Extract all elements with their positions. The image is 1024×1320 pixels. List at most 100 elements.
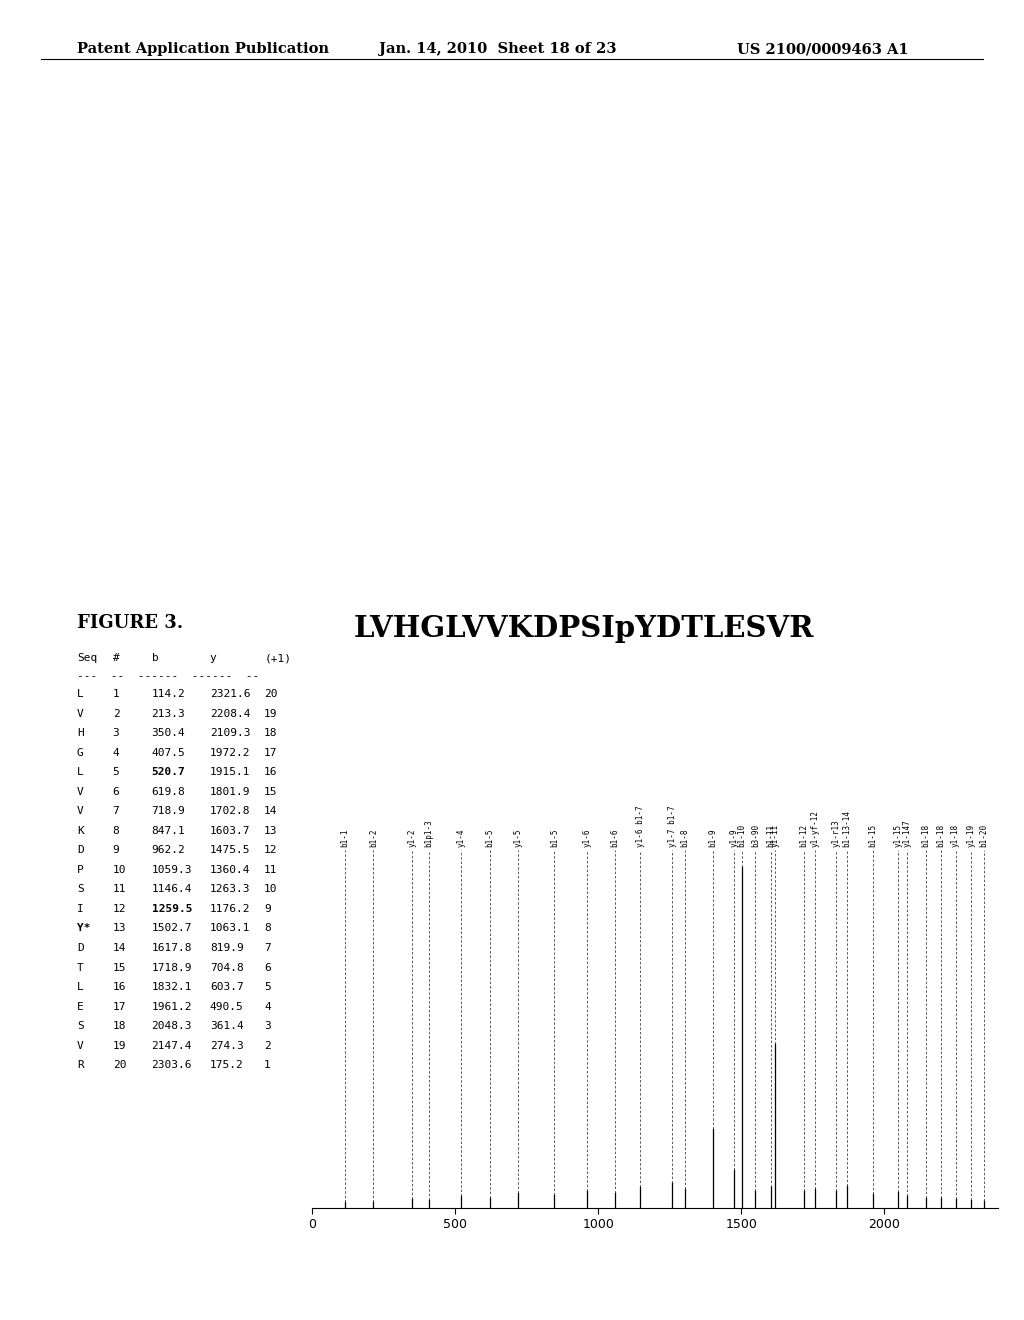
Text: I: I	[77, 904, 84, 913]
Text: 7: 7	[264, 942, 271, 953]
Text: b1-5: b1-5	[485, 828, 494, 846]
Text: 6: 6	[264, 962, 271, 973]
Text: 619.8: 619.8	[152, 787, 185, 797]
Text: b: b	[152, 653, 159, 664]
Text: 1603.7: 1603.7	[210, 826, 251, 836]
Text: b3-90: b3-90	[751, 824, 760, 846]
Text: 490.5: 490.5	[210, 1002, 244, 1011]
Text: 847.1: 847.1	[152, 826, 185, 836]
Text: 11: 11	[264, 865, 278, 875]
Text: 9: 9	[113, 845, 120, 855]
Text: L: L	[77, 982, 84, 993]
Text: 10: 10	[113, 865, 126, 875]
Text: FIGURE 3.: FIGURE 3.	[77, 614, 183, 632]
Text: 17: 17	[264, 747, 278, 758]
Text: 18: 18	[113, 1022, 126, 1031]
Text: H: H	[77, 729, 84, 738]
Text: V: V	[77, 709, 84, 718]
Text: 213.3: 213.3	[152, 709, 185, 718]
Text: 4: 4	[113, 747, 120, 758]
Text: y1-9: y1-9	[730, 828, 738, 846]
Text: E: E	[77, 1002, 84, 1011]
Text: 1702.8: 1702.8	[210, 807, 251, 816]
Text: 4: 4	[264, 1002, 271, 1011]
Text: 2109.3: 2109.3	[210, 729, 251, 738]
Text: 11: 11	[113, 884, 126, 895]
Text: 17: 17	[113, 1002, 126, 1011]
Text: (+1): (+1)	[264, 653, 291, 664]
Text: 1: 1	[113, 689, 120, 700]
Text: 2208.4: 2208.4	[210, 709, 251, 718]
Text: 15: 15	[113, 962, 126, 973]
Text: b1-1: b1-1	[340, 828, 349, 846]
Text: b1-18: b1-18	[937, 824, 946, 846]
Text: 18: 18	[264, 729, 278, 738]
Text: b1-13-14: b1-13-14	[843, 809, 851, 846]
Text: 14: 14	[264, 807, 278, 816]
Text: 3: 3	[113, 729, 120, 738]
Text: b1-10: b1-10	[737, 824, 746, 846]
Text: 819.9: 819.9	[210, 942, 244, 953]
Text: b1-12: b1-12	[799, 824, 808, 846]
Text: 1801.9: 1801.9	[210, 787, 251, 797]
Text: y1-6 b1-7: y1-6 b1-7	[636, 805, 644, 846]
Text: 13: 13	[264, 826, 278, 836]
Text: 274.3: 274.3	[210, 1040, 244, 1051]
Text: y1-7 b1-7: y1-7 b1-7	[668, 805, 677, 846]
Text: US 2100/0009463 A1: US 2100/0009463 A1	[737, 42, 909, 57]
Text: 1718.9: 1718.9	[152, 962, 193, 973]
Text: 1502.7: 1502.7	[152, 924, 193, 933]
Text: b1-15: b1-15	[868, 824, 878, 846]
Text: 704.8: 704.8	[210, 962, 244, 973]
Text: Jan. 14, 2010  Sheet 18 of 23: Jan. 14, 2010 Sheet 18 of 23	[379, 42, 616, 57]
Text: 1063.1: 1063.1	[210, 924, 251, 933]
Text: b1p1-3: b1p1-3	[424, 818, 433, 846]
Text: y1-2: y1-2	[408, 828, 417, 846]
Text: 1832.1: 1832.1	[152, 982, 193, 993]
Text: 1360.4: 1360.4	[210, 865, 251, 875]
Text: 2303.6: 2303.6	[152, 1060, 193, 1071]
Text: 175.2: 175.2	[210, 1060, 244, 1071]
Text: P: P	[77, 865, 84, 875]
Text: 14: 14	[113, 942, 126, 953]
Text: V: V	[77, 1040, 84, 1051]
Text: 603.7: 603.7	[210, 982, 244, 993]
Text: L: L	[77, 689, 84, 700]
Text: 718.9: 718.9	[152, 807, 185, 816]
Text: y: y	[210, 653, 217, 664]
Text: V: V	[77, 787, 84, 797]
Text: G: G	[77, 747, 84, 758]
Text: T: T	[77, 962, 84, 973]
Text: y1-6: y1-6	[583, 828, 592, 846]
Text: 10: 10	[264, 884, 278, 895]
Text: b1-5: b1-5	[550, 828, 559, 846]
Text: b1-18: b1-18	[922, 824, 931, 846]
Text: b1-9: b1-9	[708, 828, 717, 846]
Text: 1617.8: 1617.8	[152, 942, 193, 953]
Text: 8: 8	[264, 924, 271, 933]
Text: 2147.4: 2147.4	[152, 1040, 193, 1051]
Text: 2321.6: 2321.6	[210, 689, 251, 700]
Text: 12: 12	[264, 845, 278, 855]
Text: 3: 3	[264, 1022, 271, 1031]
Text: b1-20: b1-20	[980, 824, 988, 846]
Text: y1-19: y1-19	[967, 824, 975, 846]
Text: y1-4: y1-4	[457, 828, 466, 846]
Text: 1961.2: 1961.2	[152, 1002, 193, 1011]
Text: 20: 20	[113, 1060, 126, 1071]
Text: 520.7: 520.7	[152, 767, 185, 777]
Text: S: S	[77, 1022, 84, 1031]
Text: y1-147: y1-147	[902, 818, 911, 846]
Text: 1146.4: 1146.4	[152, 884, 193, 895]
Text: Y*: Y*	[77, 924, 90, 933]
Text: 114.2: 114.2	[152, 689, 185, 700]
Text: 13: 13	[113, 924, 126, 933]
Text: K: K	[77, 826, 84, 836]
Text: 1475.5: 1475.5	[210, 845, 251, 855]
Text: 7: 7	[113, 807, 120, 816]
Text: 1259.5: 1259.5	[152, 904, 193, 913]
Text: Seq: Seq	[77, 653, 97, 664]
Text: #: #	[113, 653, 120, 664]
Text: 407.5: 407.5	[152, 747, 185, 758]
Text: L: L	[77, 767, 84, 777]
